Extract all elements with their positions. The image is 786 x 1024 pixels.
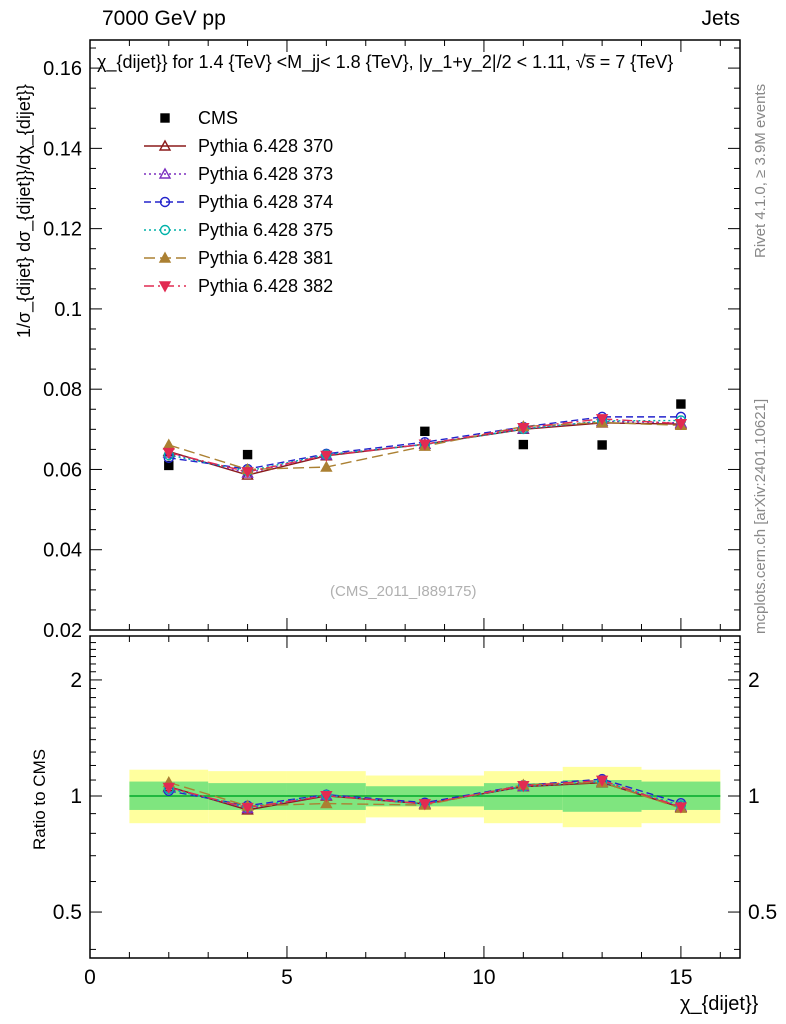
svg-text:1: 1: [70, 785, 82, 808]
svg-text:5: 5: [281, 966, 293, 989]
tick-labels: 0.02 0.04 0.06 0.08 0.1 0.12 0.14 0.16 0.5 0.5 1 1 2…: [43, 58, 777, 989]
svg-text:0.1: 0.1: [54, 299, 82, 321]
svg-text:2: 2: [70, 669, 82, 692]
mcplots-reference-label: mcplots.cern.ch [arXiv:2401.10621]: [752, 398, 769, 634]
legend-marker-triangle-up-with-solid-line: [144, 139, 186, 151]
svg-text:0.5: 0.5: [748, 901, 777, 924]
beam-energy-label: 7000 GeV pp: [102, 7, 226, 30]
legend-label: Pythia 6.428 381: [198, 247, 334, 268]
legend-marker-circle-with-dotted-line: [144, 224, 186, 236]
svg-text:0.12: 0.12: [43, 219, 82, 241]
x-axis-label: χ_{dijet}}: [680, 993, 759, 1015]
svg-text:0.08: 0.08: [43, 379, 82, 401]
svg-text:0.04: 0.04: [43, 540, 82, 562]
ratio-y-axis-label: Ratio to CMS: [30, 748, 49, 850]
svg-text:0.06: 0.06: [43, 459, 82, 481]
legend-item: Pythia 6.428 370: [142, 132, 333, 160]
legend-marker-square: [160, 113, 170, 123]
svg-text:0.02: 0.02: [43, 620, 82, 642]
svg-text:0: 0: [84, 966, 96, 989]
legend-item: Pythia 6.428 382: [142, 272, 333, 300]
legend-marker-triangle-up-with-dotted-line: [144, 167, 186, 179]
legend-marker-triangle-up-with-longdash-line: [144, 251, 186, 263]
legend-marker-triangle-down-with-dashdot-line: [144, 281, 186, 293]
svg-text:15: 15: [669, 966, 692, 989]
legend-marker-circle-with-dashed-line: [144, 196, 186, 208]
axes-frame: [89, 39, 741, 959]
legend-item: CMS: [142, 104, 333, 132]
svg-text:0.5: 0.5: [53, 901, 82, 924]
legend-label: CMS: [198, 107, 238, 128]
svg-text:10: 10: [472, 966, 495, 989]
svg-text:2: 2: [748, 669, 760, 692]
legend: CMS Pythia 6.428 370 Pythia 6.428 373 Pythi…: [142, 104, 333, 300]
plot-title: χ_{dijet}} for 1.4 {TeV} <M_jj< 1.8 {TeV…: [97, 52, 674, 72]
legend-item: Pythia 6.428 381: [142, 244, 333, 272]
main-y-axis-label: 1/σ_{dijet} dσ_{dijet}}/dχ_{dijet}}: [14, 84, 34, 338]
observable-group-label: Jets: [701, 7, 740, 30]
ratio-series: [162, 773, 688, 815]
svg-text:0.16: 0.16: [43, 58, 82, 80]
ratio-uncertainty-bands: [129, 766, 721, 828]
legend-label: Pythia 6.428 375: [198, 219, 334, 240]
legend-label: Pythia 6.428 373: [198, 163, 334, 184]
svg-text:1: 1: [748, 785, 760, 808]
legend-item: Pythia 6.428 374: [142, 188, 333, 216]
rivet-version-label: Rivet 4.1.0, ≥ 3.9M events: [752, 83, 769, 258]
legend-label: Pythia 6.428 374: [198, 191, 334, 212]
main-series: [162, 399, 688, 480]
legend-label: Pythia 6.428 382: [198, 275, 334, 296]
legend-item: Pythia 6.428 375: [142, 216, 333, 244]
legend-label: Pythia 6.428 370: [198, 135, 334, 156]
analysis-id-watermark: (CMS_2011_I889175): [330, 583, 477, 600]
legend-item: Pythia 6.428 373: [142, 160, 333, 188]
svg-text:0.14: 0.14: [43, 138, 82, 160]
